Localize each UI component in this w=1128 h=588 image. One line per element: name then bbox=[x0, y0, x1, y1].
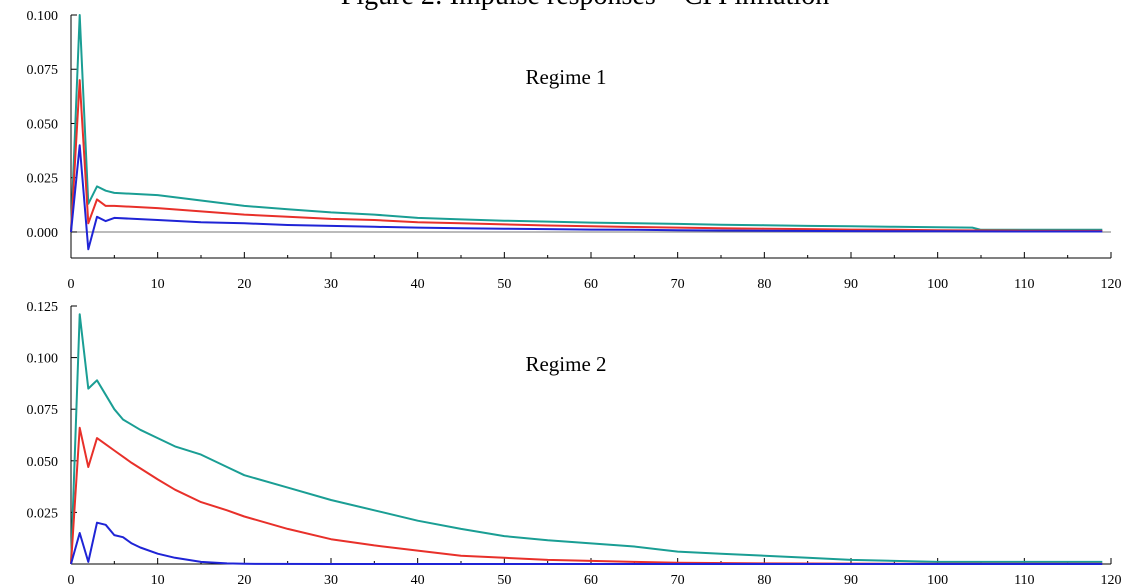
x-tick-label: 30 bbox=[324, 277, 338, 292]
x-tick-label: 120 bbox=[1101, 277, 1122, 292]
y-tick-label: 0.100 bbox=[27, 352, 59, 367]
y-tick-label: 0.000 bbox=[27, 226, 59, 241]
x-tick-label: 80 bbox=[757, 573, 771, 588]
regime-2-panel: 0.025 0.050 0.075 0.100 0.125 0 10 20 30 40 50 60 70… bbox=[27, 300, 1122, 588]
x-tick-label: 10 bbox=[151, 573, 165, 588]
x-tick-label: 40 bbox=[411, 277, 425, 292]
x-tick-label: 80 bbox=[757, 277, 771, 292]
x-tick-label: 50 bbox=[497, 573, 511, 588]
y-tick-label: 0.075 bbox=[27, 63, 59, 78]
x-tick-label: 120 bbox=[1101, 573, 1122, 588]
x-tick-label: 60 bbox=[584, 573, 598, 588]
y-tick-label: 0.050 bbox=[27, 455, 59, 470]
series-line-1 bbox=[70, 313, 1103, 565]
x-tick-label: 90 bbox=[844, 277, 858, 292]
x-tick-label: 10 bbox=[151, 277, 165, 292]
regime-label: Regime 1 bbox=[525, 65, 606, 89]
series-line-3 bbox=[70, 144, 1103, 251]
x-tick-label: 70 bbox=[671, 573, 685, 588]
x-tick-label: 0 bbox=[68, 573, 75, 588]
y-tick-label: 0.100 bbox=[27, 9, 59, 24]
regime-label: Regime 2 bbox=[525, 352, 606, 376]
y-tick-label: 0.050 bbox=[27, 117, 59, 132]
y-tick-label: 0.025 bbox=[27, 506, 59, 521]
x-tick-label: 20 bbox=[237, 573, 251, 588]
x-tick-label: 90 bbox=[844, 573, 858, 588]
x-tick-label: 110 bbox=[1014, 277, 1034, 292]
x-tick-label: 0 bbox=[68, 277, 75, 292]
series-line-2 bbox=[70, 426, 1103, 565]
x-tick-label: 100 bbox=[927, 573, 948, 588]
x-tick-label: 70 bbox=[671, 277, 685, 292]
series-line-2 bbox=[70, 79, 1103, 233]
figure-title: Figure 2: Impulse responses – CPI inflat… bbox=[341, 0, 829, 11]
x-tick-label: 30 bbox=[324, 573, 338, 588]
regime-1-panel: 0.000 0.025 0.050 0.075 0.100 0 10 20 30 40 50 60 70… bbox=[27, 9, 1122, 292]
y-tick-label: 0.025 bbox=[27, 172, 59, 187]
series-line-1 bbox=[70, 14, 1103, 233]
x-tick-label: 100 bbox=[927, 277, 948, 292]
x-tick-label: 40 bbox=[411, 573, 425, 588]
y-tick-label: 0.125 bbox=[27, 300, 59, 315]
y-tick-label: 0.075 bbox=[27, 403, 59, 418]
x-tick-label: 50 bbox=[497, 277, 511, 292]
x-tick-label: 110 bbox=[1014, 573, 1034, 588]
series-line-3 bbox=[70, 521, 1103, 565]
x-tick-label: 60 bbox=[584, 277, 598, 292]
x-tick-label: 20 bbox=[237, 277, 251, 292]
